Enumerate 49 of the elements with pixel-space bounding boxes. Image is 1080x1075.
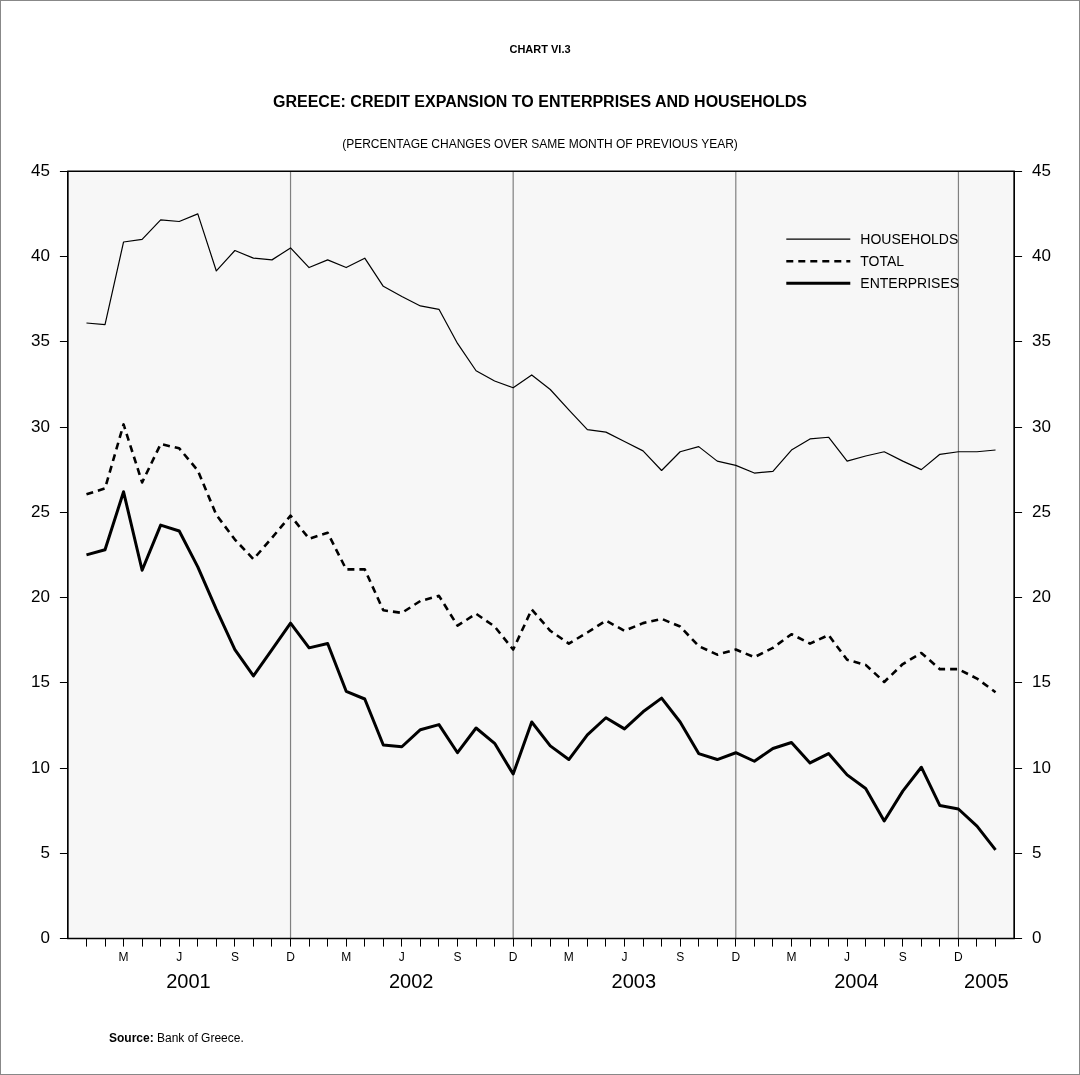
source-note: Source: Bank of Greece.	[109, 1031, 244, 1045]
y2-tick-label: 5	[1032, 843, 1042, 863]
x-tick-label: D	[731, 950, 741, 965]
x-tick-label: D	[954, 950, 964, 965]
y-tick-label: 20	[30, 587, 50, 607]
chart-title: GREECE: CREDIT EXPANSION TO ENTERPRISES AND HOUSEHOLDS	[272, 93, 808, 111]
text: 2003	[611, 970, 657, 993]
y-tick-label: 5	[40, 843, 50, 863]
x-tick-label: J	[621, 950, 628, 965]
y2-tick-label: 10	[1032, 757, 1052, 777]
legend-label: TOTAL	[860, 253, 905, 270]
x-tick-label: S	[453, 950, 462, 965]
legend-label: HOUSEHOLDS	[860, 231, 959, 248]
text: 2005	[964, 970, 1009, 993]
y2-tick-label: 25	[1032, 501, 1052, 521]
text: 2004	[834, 970, 879, 993]
text: 2001	[166, 970, 211, 993]
x-tick-label: S	[898, 950, 907, 965]
text: CHART VI.3	[508, 43, 572, 55]
y2-tick-label: 20	[1032, 587, 1052, 607]
x-tick-label: D	[286, 950, 296, 965]
x-tick-label: J	[844, 950, 851, 965]
y2-tick-label: 40	[1032, 246, 1052, 266]
y2-tick-label: 30	[1032, 416, 1052, 436]
x-tick-label: J	[398, 950, 405, 965]
y2-tick-label: 0	[1032, 928, 1042, 948]
y-tick-label: 40	[30, 246, 50, 266]
y2-tick-label: 35	[1032, 331, 1052, 351]
legend-label: ENTERPRISES	[860, 275, 960, 292]
x-tick-label: S	[676, 950, 685, 965]
x-tick-label: M	[341, 950, 352, 965]
line-series	[85, 423, 997, 694]
chart-subtitle: (PERCENTAGE CHANGES OVER SAME MONTH OF PREVIOUS YEAR)	[341, 137, 739, 151]
x-tick-label: M	[118, 950, 129, 965]
x-tick-label: J	[176, 950, 183, 965]
y-tick-label: 0	[40, 928, 50, 948]
x-tick-label: M	[786, 950, 797, 965]
x-tick-label: D	[508, 950, 518, 965]
y2-tick-label: 45	[1032, 160, 1052, 180]
y-tick-label: 10	[30, 757, 50, 777]
y-tick-label: 15	[30, 672, 50, 692]
y2-tick-label: 15	[1032, 672, 1052, 692]
y-tick-label: 35	[30, 331, 50, 351]
text: 2002	[388, 970, 434, 993]
y-tick-label: 30	[30, 416, 50, 436]
y-tick-label: 25	[30, 501, 50, 521]
x-tick-label: S	[230, 950, 239, 965]
x-tick-label: M	[563, 950, 574, 965]
y-tick-label: 45	[30, 160, 50, 180]
